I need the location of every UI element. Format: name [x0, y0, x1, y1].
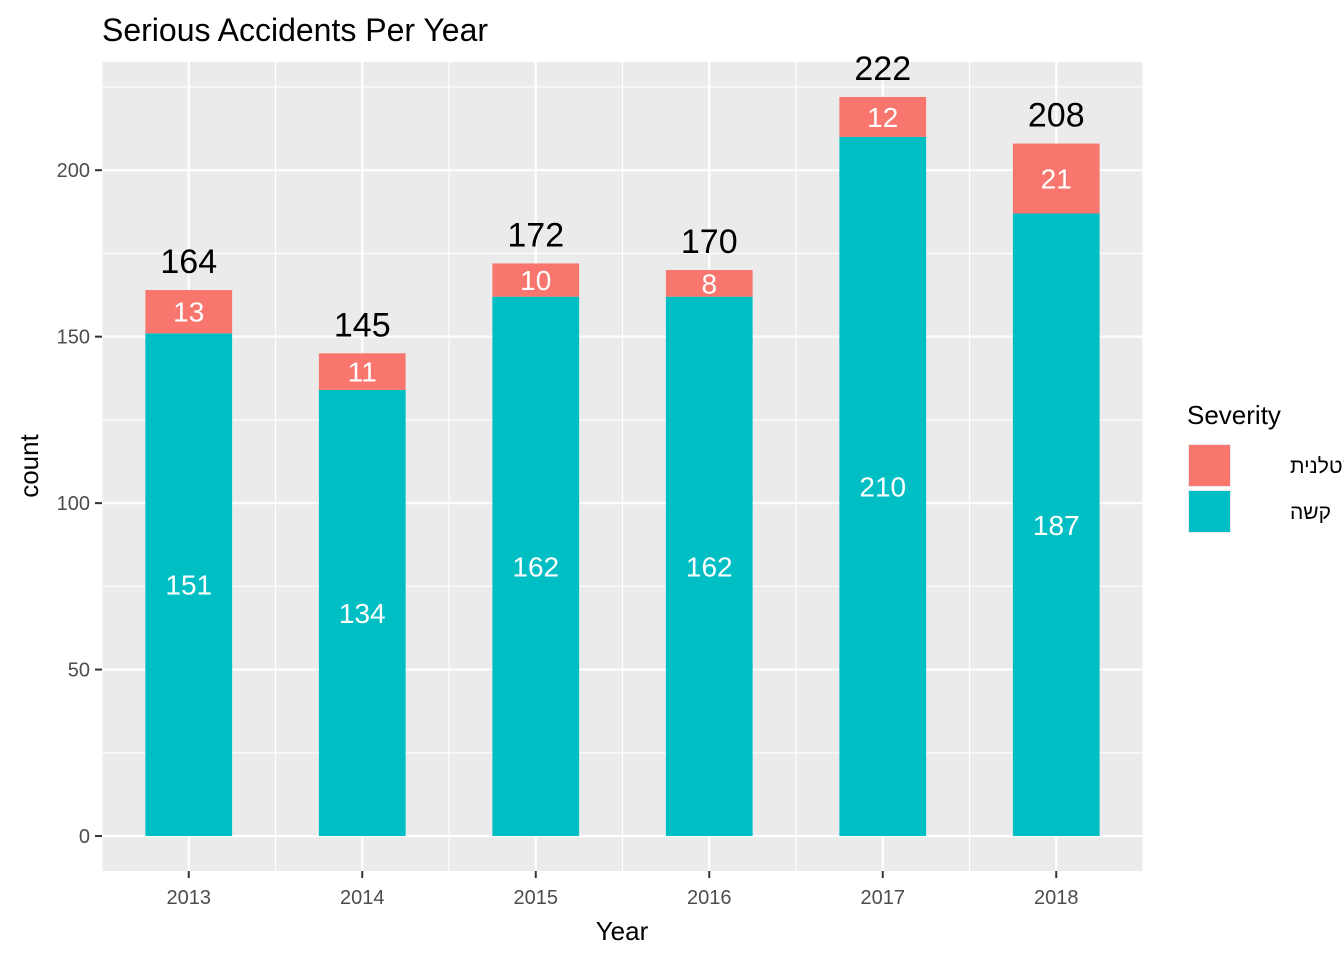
x-tick-label: 2014 [340, 887, 385, 909]
legend-swatch [1189, 445, 1230, 486]
segment-labels: 151 13 134 11 162 10 162 8 210 12 187 21 [165, 102, 1079, 629]
bar-segment [318, 389, 406, 837]
bar-total-label: 172 [507, 216, 564, 254]
legend-title: Severity [1187, 400, 1281, 430]
bar-segment-label: 134 [339, 598, 386, 629]
bar-total-label: 222 [854, 50, 911, 88]
bar-segment-label: 162 [686, 551, 733, 582]
bar-total-label: 170 [681, 223, 738, 261]
bar-segment-label: 11 [348, 357, 377, 388]
bars-layer [145, 96, 1100, 837]
bar-segment [145, 290, 233, 334]
bar-segment [492, 296, 580, 837]
bar-segment-label: 210 [859, 471, 906, 502]
legend-label: קשה [1290, 501, 1331, 524]
x-tick-label: 2017 [861, 887, 906, 909]
bar-segment-label: 8 [701, 268, 717, 299]
bar-segment-label: 13 [173, 297, 204, 328]
bar-total-label: 145 [334, 306, 391, 344]
bar-segment-label: 21 [1041, 164, 1072, 195]
y-tick-label: 0 [79, 826, 90, 848]
legend-swatch [1189, 491, 1230, 532]
legend: Severity קטלנית קשה [1187, 400, 1344, 533]
total-labels: 164 145 172 170 222 208 [160, 50, 1084, 344]
bar-segment-label: 162 [512, 551, 559, 582]
bar-total-label: 164 [160, 243, 217, 281]
bar-segment [839, 96, 927, 137]
bar-total-label: 208 [1028, 97, 1085, 135]
bar-segment-label: 12 [867, 102, 898, 133]
bar-segment [839, 136, 927, 837]
bar-segment-label: 10 [520, 265, 551, 296]
y-tick-label: 50 [68, 660, 90, 682]
bar-segment [665, 270, 753, 297]
y-axis-title: count [14, 433, 44, 497]
bar-segment [665, 296, 753, 837]
bar-segment [1012, 143, 1100, 214]
bar-segment-label: 187 [1033, 510, 1080, 541]
bar-segment [145, 333, 233, 837]
chart-title: Serious Accidents Per Year [102, 12, 488, 48]
y-axis: 0 50 100 150 200 [57, 160, 102, 848]
legend-label: קטלנית [1290, 455, 1344, 478]
x-tick-label: 2015 [514, 887, 559, 909]
y-tick-label: 200 [57, 160, 90, 182]
bar-segment [318, 353, 406, 390]
bar-segment-label: 151 [165, 570, 212, 601]
x-axis-title: Year [596, 916, 649, 946]
x-tick-label: 2016 [687, 887, 732, 909]
y-tick-label: 100 [57, 493, 90, 515]
bar-segment [1012, 213, 1100, 837]
x-axis: 2013 2014 2015 2016 2017 2018 [167, 871, 1079, 909]
x-tick-label: 2018 [1034, 887, 1079, 909]
minor-gridlines [101, 62, 1144, 871]
x-tick-label: 2013 [167, 887, 212, 909]
y-tick-label: 150 [57, 327, 90, 349]
bar-segment [492, 263, 580, 297]
